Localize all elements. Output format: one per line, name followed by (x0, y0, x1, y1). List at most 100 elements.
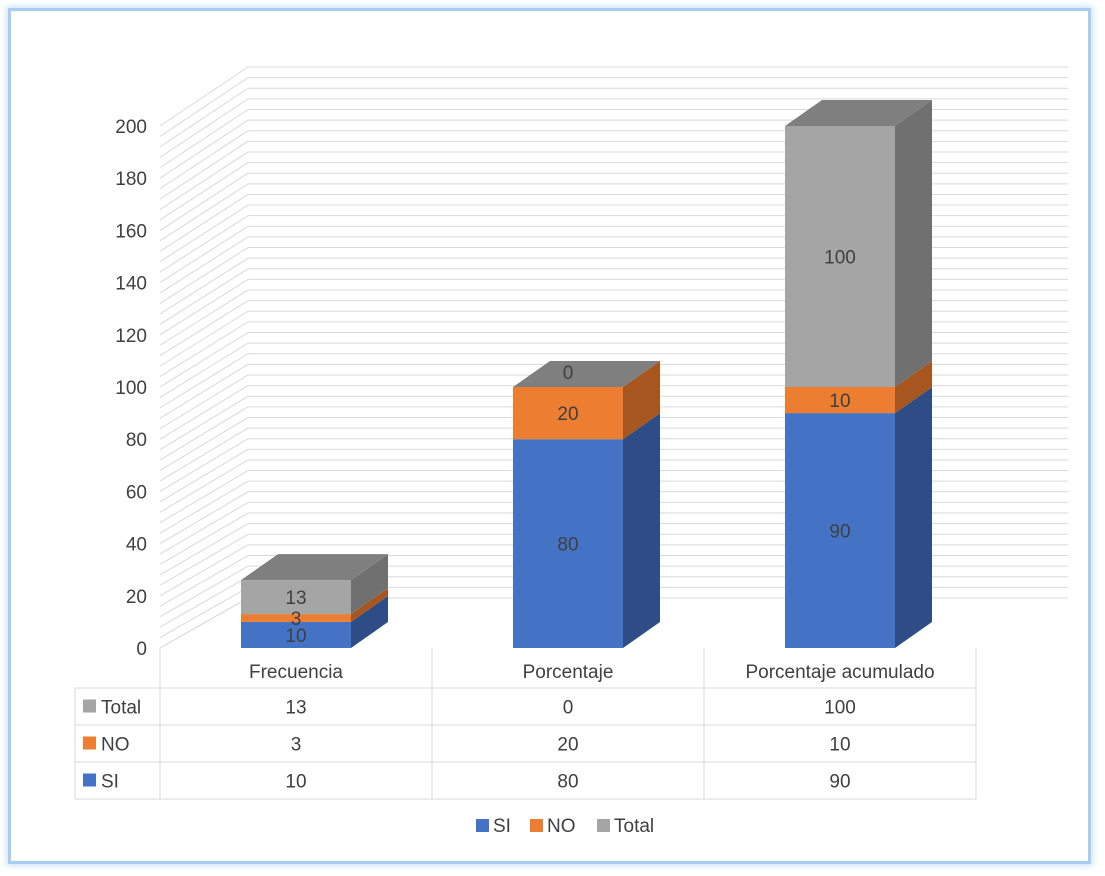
side-wall-gridline (159, 544, 249, 597)
table-cell: 10 (285, 772, 306, 793)
side-wall-gridline (159, 459, 249, 513)
data-label-si: 80 (557, 535, 578, 556)
data-label-total: 13 (285, 588, 306, 609)
y-tick-label: 180 (115, 169, 147, 190)
side-wall-gridline (159, 77, 249, 137)
bar-no-porcentaje (513, 387, 623, 440)
side-wall-gridline (159, 501, 249, 555)
side-wall-gridline (159, 321, 249, 377)
bar-side-no (623, 361, 660, 440)
side-wall-gridline (159, 576, 249, 628)
side-wall-gridline (159, 427, 249, 482)
side-wall-gridline (159, 109, 249, 169)
side-wall-gridline (159, 300, 249, 357)
side-wall-gridline (159, 98, 249, 158)
bar-top-face (513, 361, 660, 387)
y-tick-label: 0 (136, 639, 147, 660)
side-wall-gridline (159, 247, 249, 304)
side-wall-gridline (159, 289, 249, 346)
side-wall-gridline (159, 555, 249, 607)
side-wall-gridline (159, 470, 249, 524)
table-cell: 80 (557, 772, 578, 793)
data-label-no: 20 (557, 404, 578, 425)
side-wall-gridline (159, 204, 249, 263)
side-wall-gridline (159, 480, 249, 534)
table-cell: 20 (557, 735, 578, 756)
side-wall-gridline (159, 395, 249, 451)
y-tick-label: 80 (126, 430, 147, 451)
side-wall-gridline (159, 512, 249, 565)
side-wall-gridline (159, 268, 249, 325)
data-label-si: 90 (829, 522, 850, 543)
category-label-frecuencia: Frecuencia (249, 662, 343, 683)
bar-side-total (895, 100, 932, 387)
legend-key-total (597, 819, 610, 832)
side-wall-gridline (159, 183, 249, 242)
side-wall-gridline (159, 172, 249, 231)
bar-side-si (351, 595, 388, 648)
category-label-porcentaje: Porcentaje (523, 662, 614, 683)
y-tick-label: 20 (126, 587, 147, 608)
side-wall-gridline (159, 374, 249, 430)
table-legend-key-si (83, 773, 96, 787)
side-wall-gridline (159, 491, 249, 545)
y-tick-label: 100 (115, 378, 147, 399)
bar-total-porcentaje-acumulado (785, 126, 895, 387)
side-wall-gridline (159, 278, 249, 336)
side-wall-gridline (159, 162, 249, 221)
table-row-label-total: Total (101, 698, 141, 719)
side-wall-gridline (159, 310, 249, 367)
y-tick-label: 140 (115, 274, 147, 295)
y-tick-label: 200 (115, 117, 147, 138)
category-label-porcentaje-acumulado: Porcentaje acumulado (745, 662, 934, 683)
side-wall-gridline (159, 87, 249, 148)
side-wall-gridline (159, 130, 249, 190)
y-tick-label: 40 (126, 535, 147, 556)
side-wall-gridline (159, 523, 249, 576)
floor-edge (159, 597, 249, 649)
bar-top-face (241, 554, 388, 581)
data-label-si: 10 (285, 626, 306, 647)
side-wall-gridline (159, 406, 249, 461)
data-label-total: 0 (563, 363, 574, 384)
bar-side-total (351, 554, 388, 615)
bar-side-si (623, 413, 660, 648)
data-label-no: 10 (829, 391, 850, 412)
legend-label-si: SI (493, 816, 511, 837)
side-wall-gridline (159, 533, 249, 586)
bar-side-no (895, 361, 932, 414)
legend-label-total: Total (614, 816, 654, 837)
table-legend-key-no (83, 736, 96, 750)
side-wall-gridline (159, 586, 249, 638)
table-cell: 13 (285, 698, 306, 719)
y-tick-label: 120 (115, 326, 147, 347)
side-wall-gridline (159, 363, 249, 419)
side-wall-gridline (159, 417, 249, 471)
table-cell: 10 (829, 735, 850, 756)
bar-no-porcentaje-acumulado (785, 387, 895, 414)
bar-top-face (785, 100, 932, 126)
table-cell: 0 (563, 698, 574, 719)
side-wall-gridline (159, 353, 249, 409)
side-wall-gridline (159, 66, 249, 127)
side-wall-gridline (159, 385, 249, 440)
bar-si-porcentaje (513, 439, 623, 648)
side-wall-gridline (159, 342, 249, 398)
table-row-label-si: SI (101, 772, 119, 793)
side-wall-gridline (159, 140, 249, 200)
side-wall-gridline (159, 236, 249, 294)
table-cell: 100 (824, 698, 856, 719)
legend-key-no (530, 819, 543, 832)
side-wall-gridline (159, 215, 249, 273)
table-cell: 3 (291, 735, 302, 756)
y-tick-label: 160 (115, 221, 147, 242)
legend-key-si (476, 819, 489, 832)
legend-label-no: NO (547, 816, 576, 837)
bar-side-no (351, 588, 388, 622)
side-wall-gridline (159, 119, 249, 179)
side-wall-gridline (159, 565, 249, 618)
bar-si-porcentaje-acumulado (785, 413, 895, 648)
y-tick-label: 60 (126, 482, 147, 503)
side-wall-gridline (159, 332, 249, 388)
